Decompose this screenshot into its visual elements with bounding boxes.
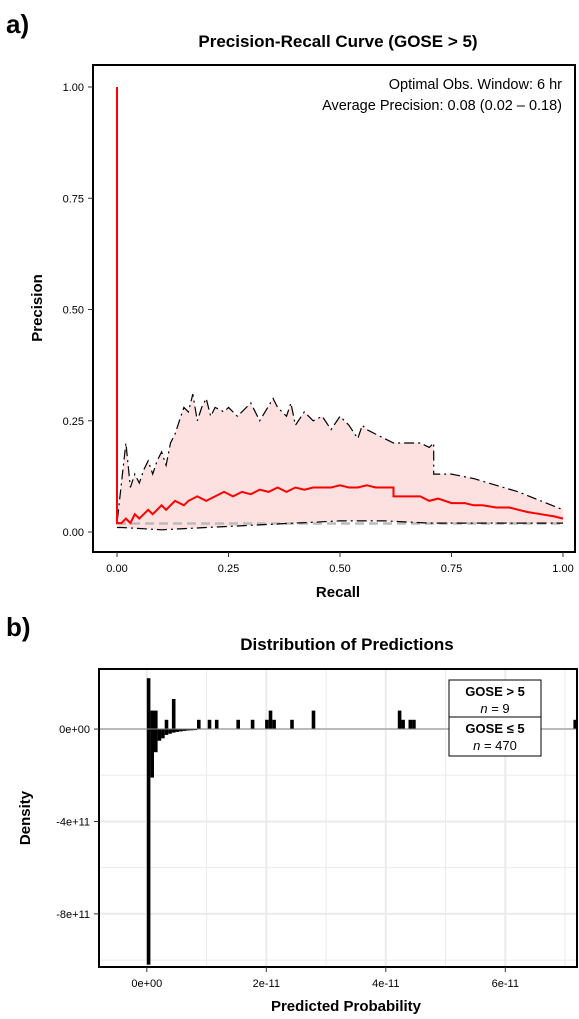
gose-le5-bar (182, 729, 187, 731)
gose-gt5-bar (290, 719, 294, 729)
gose-gt5-bar (207, 719, 212, 729)
legend-gose-le5-name: GOSE ≤ 5 (465, 721, 524, 736)
legend-gose-le5-n-label: n (473, 738, 480, 753)
gose-le5-bar (186, 729, 190, 731)
gose-le5-bar (146, 729, 151, 965)
gose-le5-bar (150, 729, 154, 778)
pr-x-tick-label: 0.50 (329, 563, 350, 575)
gose-le5-bar (154, 729, 158, 753)
legend-gose-gt5-n-label: n (480, 701, 487, 716)
gose-le5-bar (175, 729, 180, 732)
pr-y-tick-label: 0.75 (63, 193, 84, 205)
gose-le5-bar (157, 729, 162, 741)
gose-gt5-bar (268, 710, 273, 730)
precision-recall-curve (116, 87, 564, 525)
gose-gt5-bar (146, 678, 151, 729)
legend-gose-le5-box (448, 716, 542, 757)
gose-gt5-bar (397, 710, 402, 730)
distribution-x-tick-label: 4e-11 (372, 978, 399, 990)
pr-chart: Precision-Recall Curve (GOSE > 5) 0.00 0.… (29, 32, 576, 601)
legend-gose-gt5: GOSE > 5 n = 9 (448, 679, 542, 719)
distribution-x-tick-label: 6e-11 (492, 978, 519, 990)
distribution-chart: Distribution of Predictions 0e+00 2e-11 4e… (17, 635, 578, 1015)
ci-upper-line (116, 87, 564, 524)
gose-gt5-bar (236, 719, 240, 729)
average-precision-annotation: Average Precision: 0.08 (0.02 – 0.18) (322, 98, 562, 114)
gose-le5-bar (171, 729, 176, 733)
pr-plot-area (116, 87, 564, 531)
distribution-x-tick-label: 0e+00 (131, 978, 162, 990)
gose-gt5-bar (401, 719, 405, 729)
legend-gose-le5: GOSE ≤ 5 n = 470 (448, 716, 542, 757)
gose-le5-bar (168, 729, 172, 734)
panel-a-label: a) (6, 9, 29, 39)
gose-le5-bar (193, 729, 197, 731)
pr-panel-border (92, 64, 576, 553)
legend-gose-gt5-box (448, 679, 542, 719)
legend-gose-le5-n-value: = 470 (484, 738, 517, 753)
distribution-y-tick-label: 0e+00 (59, 724, 90, 736)
optimal-window-annotation: Optimal Obs. Window: 6 hr (389, 77, 562, 93)
pr-y-tick-label: 0.50 (63, 305, 84, 317)
gose-gt5-bar (272, 719, 276, 729)
gose-gt5-bar (265, 719, 269, 729)
pr-x-tick-label: 1.00 (552, 563, 573, 575)
legend-gose-le5-count: n = 470 (473, 738, 517, 753)
distribution-y-tick-label: -4e+11 (56, 816, 90, 828)
gose-gt5-bar (311, 710, 316, 730)
pr-x-axis: 0.00 0.25 0.50 0.75 1.00 (106, 552, 574, 575)
distribution-x-axis-label: Predicted Probability (271, 998, 422, 1015)
pr-x-tick-label: 0.00 (106, 563, 127, 575)
distribution-x-tick-label: 2e-11 (253, 978, 280, 990)
pr-y-tick-label: 0.25 (63, 416, 84, 428)
distribution-panel-border (98, 668, 578, 968)
legend-gose-gt5-count: n = 9 (480, 701, 509, 716)
ci-lower-line (117, 520, 563, 531)
ci-band (117, 87, 563, 530)
pr-chart-title: Precision-Recall Curve (GOSE > 5) (198, 32, 477, 51)
gose-gt5-bar (408, 719, 413, 729)
gose-le5-bar (161, 729, 165, 739)
distribution-chart-title: Distribution of Predictions (240, 635, 453, 654)
distribution-y-axis: 0e+00 -4e+11 -8e+11 (56, 724, 99, 921)
distribution-y-tick-label: -8e+11 (56, 909, 90, 921)
gose-le5-bar (189, 729, 194, 731)
gose-gt5-bar (573, 719, 577, 729)
distribution-x-axis: 0e+00 2e-11 4e-11 6e-11 (131, 967, 519, 990)
gose-gt5-bar (250, 719, 255, 729)
gose-gt5-bar (164, 719, 169, 729)
pr-x-axis-label: Recall (316, 584, 360, 601)
pr-y-axis-label: Precision (29, 274, 46, 342)
pr-y-tick-label: 0.00 (63, 527, 84, 539)
legend-gose-gt5-name: GOSE > 5 (465, 684, 525, 699)
gose-le5-bar (164, 729, 169, 735)
legend-gose-gt5-n-value: = 9 (491, 701, 509, 716)
pr-y-axis: 0.00 0.25 0.50 0.75 1.00 (63, 82, 93, 539)
pr-x-tick-label: 0.25 (218, 563, 239, 575)
distribution-y-axis-label: Density (17, 790, 34, 845)
panel-b-label: b) (6, 612, 31, 642)
gose-gt5-bar (214, 719, 219, 729)
gose-gt5-bar (150, 710, 154, 730)
gose-gt5-bar (171, 699, 176, 729)
gose-le5-bar (179, 729, 183, 732)
gose-gt5-bar (197, 719, 201, 729)
pr-x-tick-label: 0.75 (441, 563, 462, 575)
pr-y-tick-label: 1.00 (63, 82, 84, 94)
gose-gt5-bar (412, 719, 416, 729)
gose-gt5-bar (154, 710, 158, 730)
